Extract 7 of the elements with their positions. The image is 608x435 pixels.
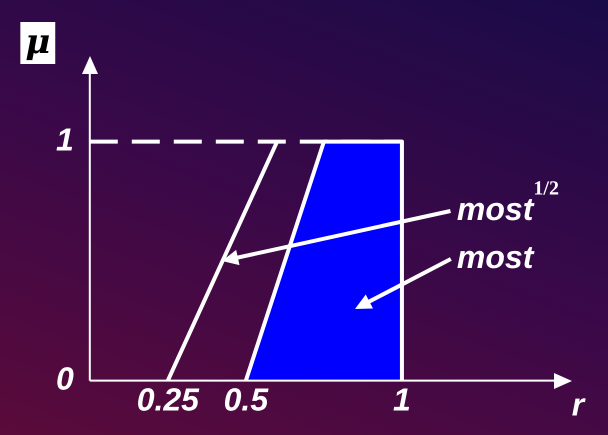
x-tick-label: 0.5	[224, 382, 270, 418]
x-tick-label: 0.25	[136, 382, 200, 418]
series-label: most	[456, 238, 535, 275]
y-axis-title: μ	[25, 22, 50, 62]
x-tick-label: 1	[393, 382, 411, 418]
y-tick-label: 0	[56, 360, 74, 396]
x-axis-title: r	[572, 386, 586, 422]
